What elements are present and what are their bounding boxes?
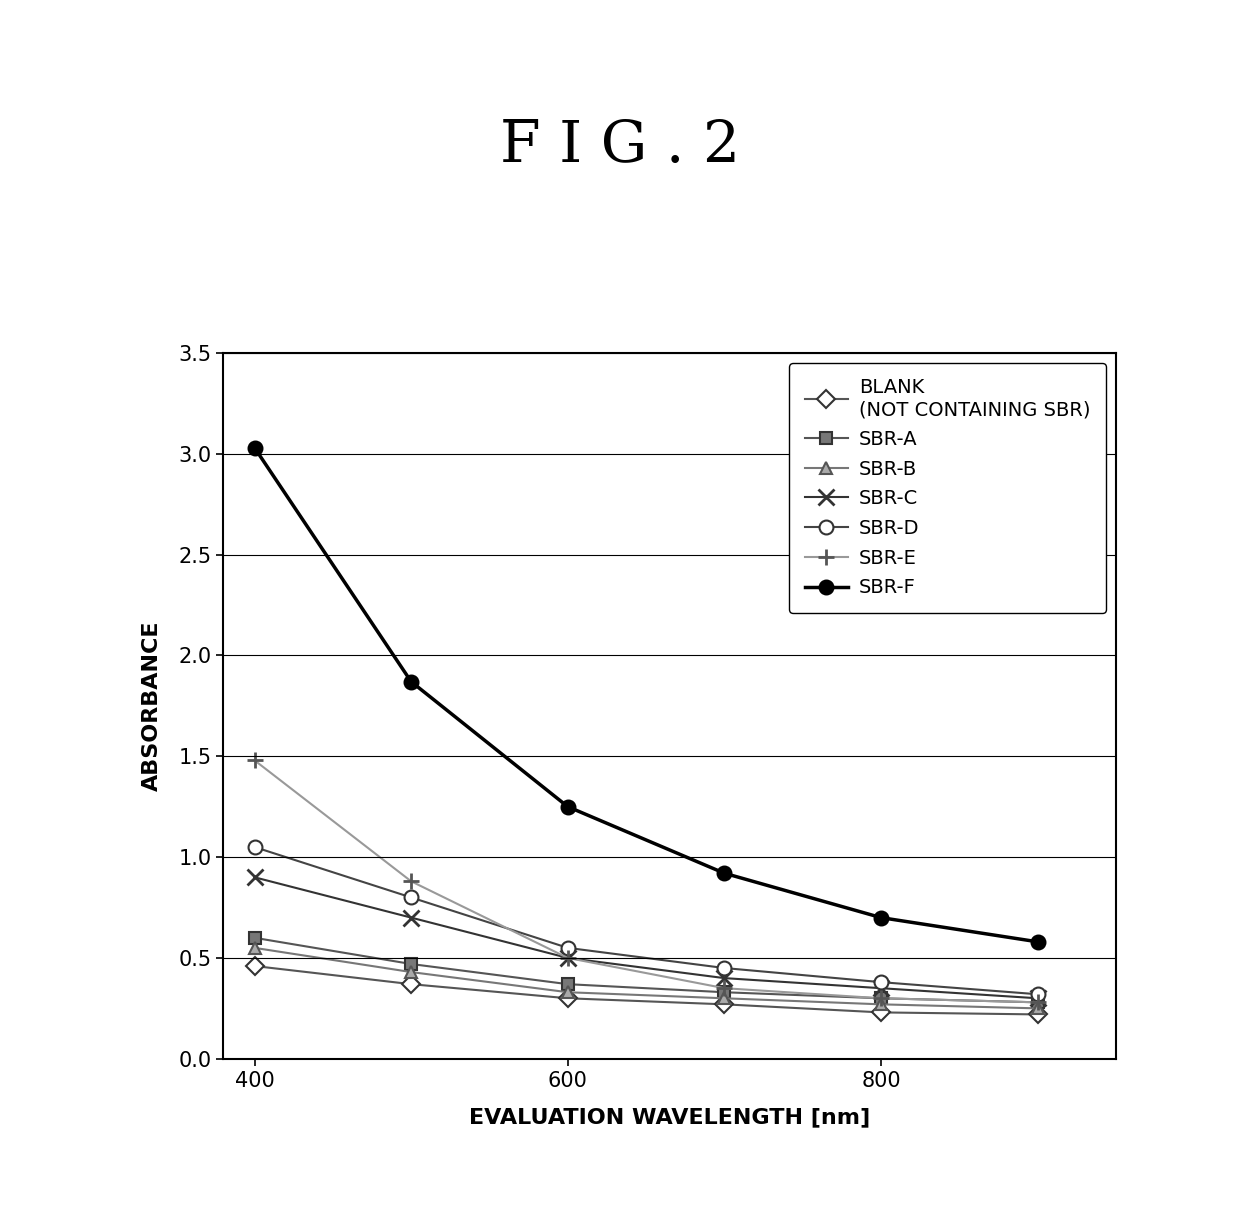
- SBR-C: [717, 971, 732, 986]
- SBR-A: [1030, 996, 1045, 1010]
- Line: SBR-C: SBR-C: [247, 870, 1045, 1006]
- SBR-A: [717, 985, 732, 999]
- SBR-C: [560, 950, 575, 965]
- SBR-F: [404, 674, 419, 689]
- X-axis label: EVALUATION WAVELENGTH [nm]: EVALUATION WAVELENGTH [nm]: [469, 1107, 870, 1127]
- SBR-A: [404, 957, 419, 971]
- SBR-C: [404, 910, 419, 925]
- Y-axis label: ABSORBANCE: ABSORBANCE: [141, 621, 161, 791]
- SBR-B: [404, 965, 419, 980]
- SBR-E: [717, 981, 732, 996]
- SBR-D: [874, 975, 889, 989]
- BLANK
(NOT CONTAINING SBR): [717, 997, 732, 1011]
- BLANK
(NOT CONTAINING SBR): [874, 1005, 889, 1020]
- SBR-F: [560, 800, 575, 814]
- SBR-A: [874, 991, 889, 1005]
- Line: SBR-A: SBR-A: [248, 931, 1044, 1009]
- SBR-D: [560, 941, 575, 955]
- BLANK
(NOT CONTAINING SBR): [404, 977, 419, 992]
- SBR-A: [247, 931, 262, 946]
- SBR-B: [717, 991, 732, 1005]
- SBR-F: [717, 867, 732, 881]
- SBR-E: [874, 991, 889, 1005]
- SBR-D: [247, 840, 262, 854]
- Line: SBR-E: SBR-E: [247, 752, 1047, 1010]
- SBR-A: [560, 977, 575, 992]
- SBR-E: [560, 950, 575, 965]
- BLANK
(NOT CONTAINING SBR): [1030, 1008, 1045, 1022]
- Legend: BLANK
(NOT CONTAINING SBR), SBR-A, SBR-B, SBR-C, SBR-D, SBR-E, SBR-F: BLANK (NOT CONTAINING SBR), SBR-A, SBR-B…: [789, 363, 1106, 613]
- SBR-D: [404, 890, 419, 904]
- SBR-E: [1030, 996, 1045, 1010]
- SBR-F: [874, 910, 889, 925]
- SBR-D: [1030, 987, 1045, 1002]
- SBR-D: [717, 960, 732, 975]
- SBR-E: [404, 874, 419, 888]
- Text: F I G . 2: F I G . 2: [500, 118, 740, 174]
- BLANK
(NOT CONTAINING SBR): [560, 991, 575, 1005]
- SBR-F: [1030, 935, 1045, 949]
- SBR-C: [874, 981, 889, 996]
- SBR-B: [560, 985, 575, 999]
- SBR-C: [1030, 991, 1045, 1005]
- SBR-F: [247, 441, 262, 455]
- Line: SBR-F: SBR-F: [248, 441, 1044, 949]
- Line: SBR-D: SBR-D: [248, 840, 1044, 1002]
- SBR-C: [247, 870, 262, 885]
- SBR-B: [874, 997, 889, 1011]
- Line: BLANK
(NOT CONTAINING SBR): BLANK (NOT CONTAINING SBR): [248, 960, 1044, 1021]
- Line: SBR-B: SBR-B: [248, 942, 1044, 1015]
- SBR-B: [1030, 1002, 1045, 1016]
- SBR-B: [247, 941, 262, 955]
- BLANK
(NOT CONTAINING SBR): [247, 959, 262, 974]
- SBR-E: [247, 753, 262, 768]
